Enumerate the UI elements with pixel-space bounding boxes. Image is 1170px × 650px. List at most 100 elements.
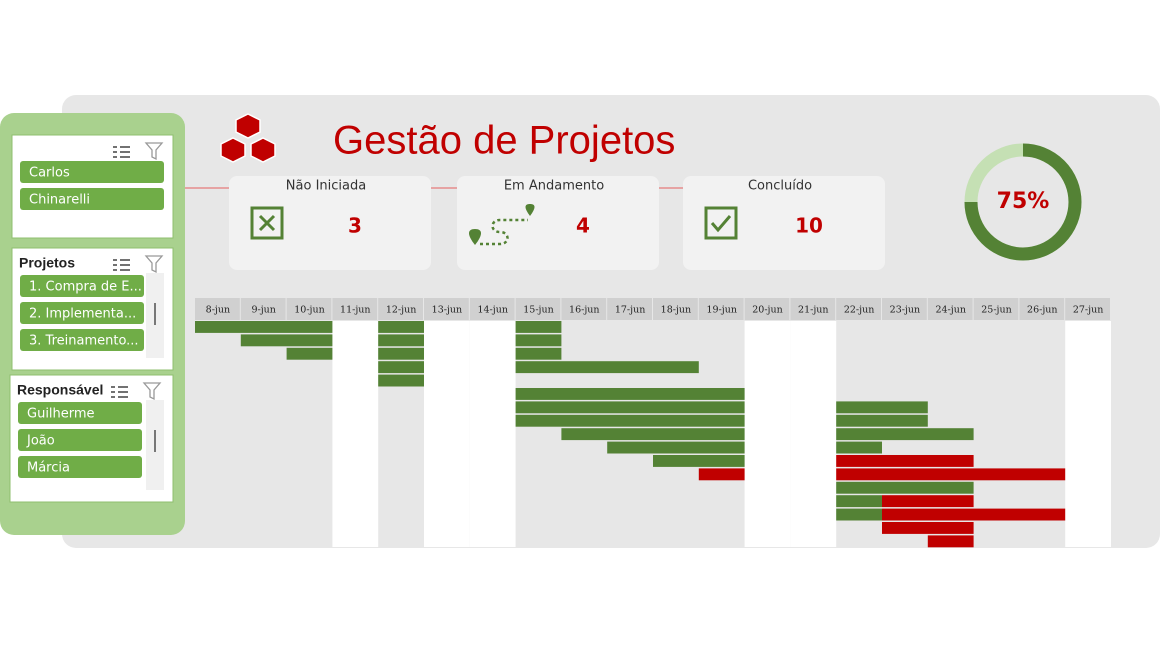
gantt-bar	[836, 508, 882, 521]
date-header	[469, 298, 515, 320]
date-header	[927, 298, 973, 320]
kpi-label: Concluído	[748, 179, 812, 194]
multi-select-button[interactable]	[113, 259, 130, 271]
gantt-bar	[515, 321, 562, 333]
slicer-item-label: Carlos	[29, 166, 70, 181]
slicer: Carlos Chinarelli	[11, 134, 174, 239]
slicer-title: Projetos	[19, 255, 75, 271]
date-header	[332, 298, 378, 320]
date-label: 16-jun	[569, 305, 599, 316]
date-header	[561, 298, 607, 320]
gantt-bar	[378, 374, 424, 387]
kpi-label: Em Andamento	[504, 179, 604, 194]
gantt-bar	[836, 441, 882, 454]
title: Gestão de Projetos	[333, 119, 675, 163]
multi-select-button[interactable]	[111, 386, 128, 398]
gantt-bar	[836, 428, 974, 441]
date-label: 19-jun	[706, 305, 736, 316]
slicer-item[interactable]	[18, 456, 142, 478]
date-label: 25-jun	[981, 305, 1011, 316]
gantt-bar	[515, 347, 562, 360]
slicer-item-label: Márcia	[27, 461, 70, 476]
kpi-card: Concluído 10	[683, 176, 885, 270]
date-header	[882, 298, 927, 320]
gantt-bar	[836, 414, 928, 427]
clear-filter-button[interactable]	[142, 382, 162, 401]
slicer-item-label: Guilherme	[27, 407, 95, 422]
gantt-bar	[927, 535, 974, 548]
date-header	[424, 298, 469, 320]
slicer-box	[11, 134, 174, 239]
icon	[250, 206, 284, 240]
slicer-item-label: 1. Compra de E...	[29, 280, 142, 295]
non-working-column	[1065, 321, 1111, 547]
kpi-card: Não Iniciada 3	[229, 176, 431, 270]
gantt-bar	[195, 321, 333, 333]
progress-label: 75%	[997, 189, 1050, 214]
gantt-bar	[882, 508, 1066, 521]
icon	[704, 206, 738, 240]
slicer-item-label: 3. Treinamento...	[29, 334, 139, 349]
gantt-bar	[836, 495, 882, 508]
date-label: 12-jun	[386, 305, 416, 316]
slicer-item[interactable]	[20, 188, 164, 210]
gantt-bar	[515, 414, 745, 427]
date-header	[515, 298, 561, 320]
gantt-bar	[882, 522, 974, 534]
icon	[710, 215, 732, 233]
slicer: Responsável Guilherme João Márcia	[9, 374, 174, 503]
multi-select-button[interactable]	[113, 146, 130, 158]
gantt-bar	[698, 468, 745, 481]
date-label: 23-jun	[890, 305, 920, 316]
date-header	[836, 298, 881, 320]
kpi-value: 3	[348, 214, 362, 238]
date-label: 15-jun	[523, 305, 553, 316]
date-label: 13-jun	[432, 305, 462, 316]
slicer-item[interactable]	[20, 161, 164, 183]
icon	[258, 214, 276, 232]
icon	[480, 218, 528, 246]
date-header	[286, 298, 332, 320]
slicer-item[interactable]	[18, 402, 142, 424]
gantt-bar	[515, 334, 562, 347]
gantt: 8-jun 9-jun 10-jun 11-jun 12-jun 13-jun 14-jun…	[195, 298, 1111, 548]
date-label: 9-jun	[251, 305, 275, 316]
date-label: 26-jun	[1027, 305, 1057, 316]
date-header	[607, 298, 652, 320]
progress-arc	[964, 143, 1082, 261]
logo	[220, 113, 276, 163]
slicer-item-label: 2. Implementa...	[29, 307, 136, 322]
date-header	[195, 298, 240, 320]
gantt-bar	[561, 428, 745, 441]
date-header	[1065, 298, 1110, 320]
date-label: 20-jun	[752, 305, 782, 316]
icon	[469, 204, 535, 245]
non-working-column	[424, 321, 470, 547]
date-label: 14-jun	[477, 305, 507, 316]
gantt-bar	[378, 321, 424, 333]
clear-filter-button[interactable]	[144, 255, 164, 274]
gantt-bar	[378, 347, 424, 360]
slicer-item[interactable]	[20, 329, 144, 351]
gantt-bar	[836, 455, 974, 467]
gantt-bar	[836, 401, 928, 414]
non-working-column	[790, 321, 837, 547]
clear-filter-button[interactable]	[144, 142, 164, 161]
date-label: 11-jun	[340, 305, 370, 316]
gantt-bar	[240, 334, 333, 347]
slicer-item[interactable]	[18, 429, 142, 451]
kpi-card: Em Andamento 4	[457, 176, 659, 270]
gantt-bar	[882, 495, 974, 508]
gantt-bar	[653, 455, 745, 467]
non-working-column	[332, 321, 379, 547]
kpi-value: 4	[576, 214, 590, 238]
slicer: Projetos 1. Compra de E... 2. Implementa..…	[11, 247, 174, 371]
gantt-bar	[378, 361, 424, 374]
card-bg	[229, 176, 431, 270]
slicer-title: Responsável	[17, 382, 103, 398]
slicer-item[interactable]	[20, 275, 144, 297]
gantt-bar	[836, 481, 974, 494]
kpi-label: Não Iniciada	[286, 179, 366, 194]
slicer-item[interactable]	[20, 302, 144, 324]
date-label: 27-jun	[1073, 305, 1103, 316]
